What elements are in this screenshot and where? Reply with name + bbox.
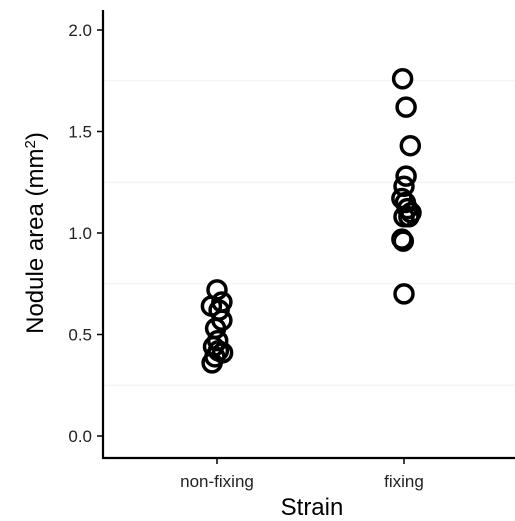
y-tick-label: 0.5 — [68, 326, 92, 345]
y-axis-title: Nodule area (mm2) — [22, 132, 50, 334]
data-point-fixing — [392, 230, 415, 252]
grid-lines — [103, 80, 515, 386]
y-axis-title-main: Nodule area (mm — [22, 148, 49, 333]
y-tick-label: 0.0 — [68, 427, 92, 446]
y-tick-label: 1.0 — [68, 224, 92, 243]
data-point-fixing — [395, 96, 417, 118]
x-axis-ticks: non-fixing fixing — [180, 458, 424, 491]
data-point-fixing — [398, 206, 420, 228]
x-tick-label: non-fixing — [180, 472, 254, 491]
y-tick-label: 1.5 — [68, 123, 92, 142]
data-point-fixing — [393, 283, 415, 305]
axes — [101, 10, 515, 460]
data-point-non-fixing — [201, 352, 223, 374]
y-tick-label: 2.0 — [68, 21, 92, 40]
x-axis-title: Strain — [281, 494, 344, 521]
y-axis-ticks: 0.0 0.5 1.0 1.5 2.0 — [68, 21, 103, 446]
y-axis-title-close: ) — [22, 132, 49, 140]
x-tick-label: fixing — [384, 472, 424, 491]
data-point-fixing — [395, 165, 417, 187]
y-axis-title-superscript: 2 — [22, 140, 39, 148]
data-points — [200, 67, 422, 374]
data-point-fixing — [399, 134, 422, 157]
data-point-fixing — [391, 67, 414, 90]
